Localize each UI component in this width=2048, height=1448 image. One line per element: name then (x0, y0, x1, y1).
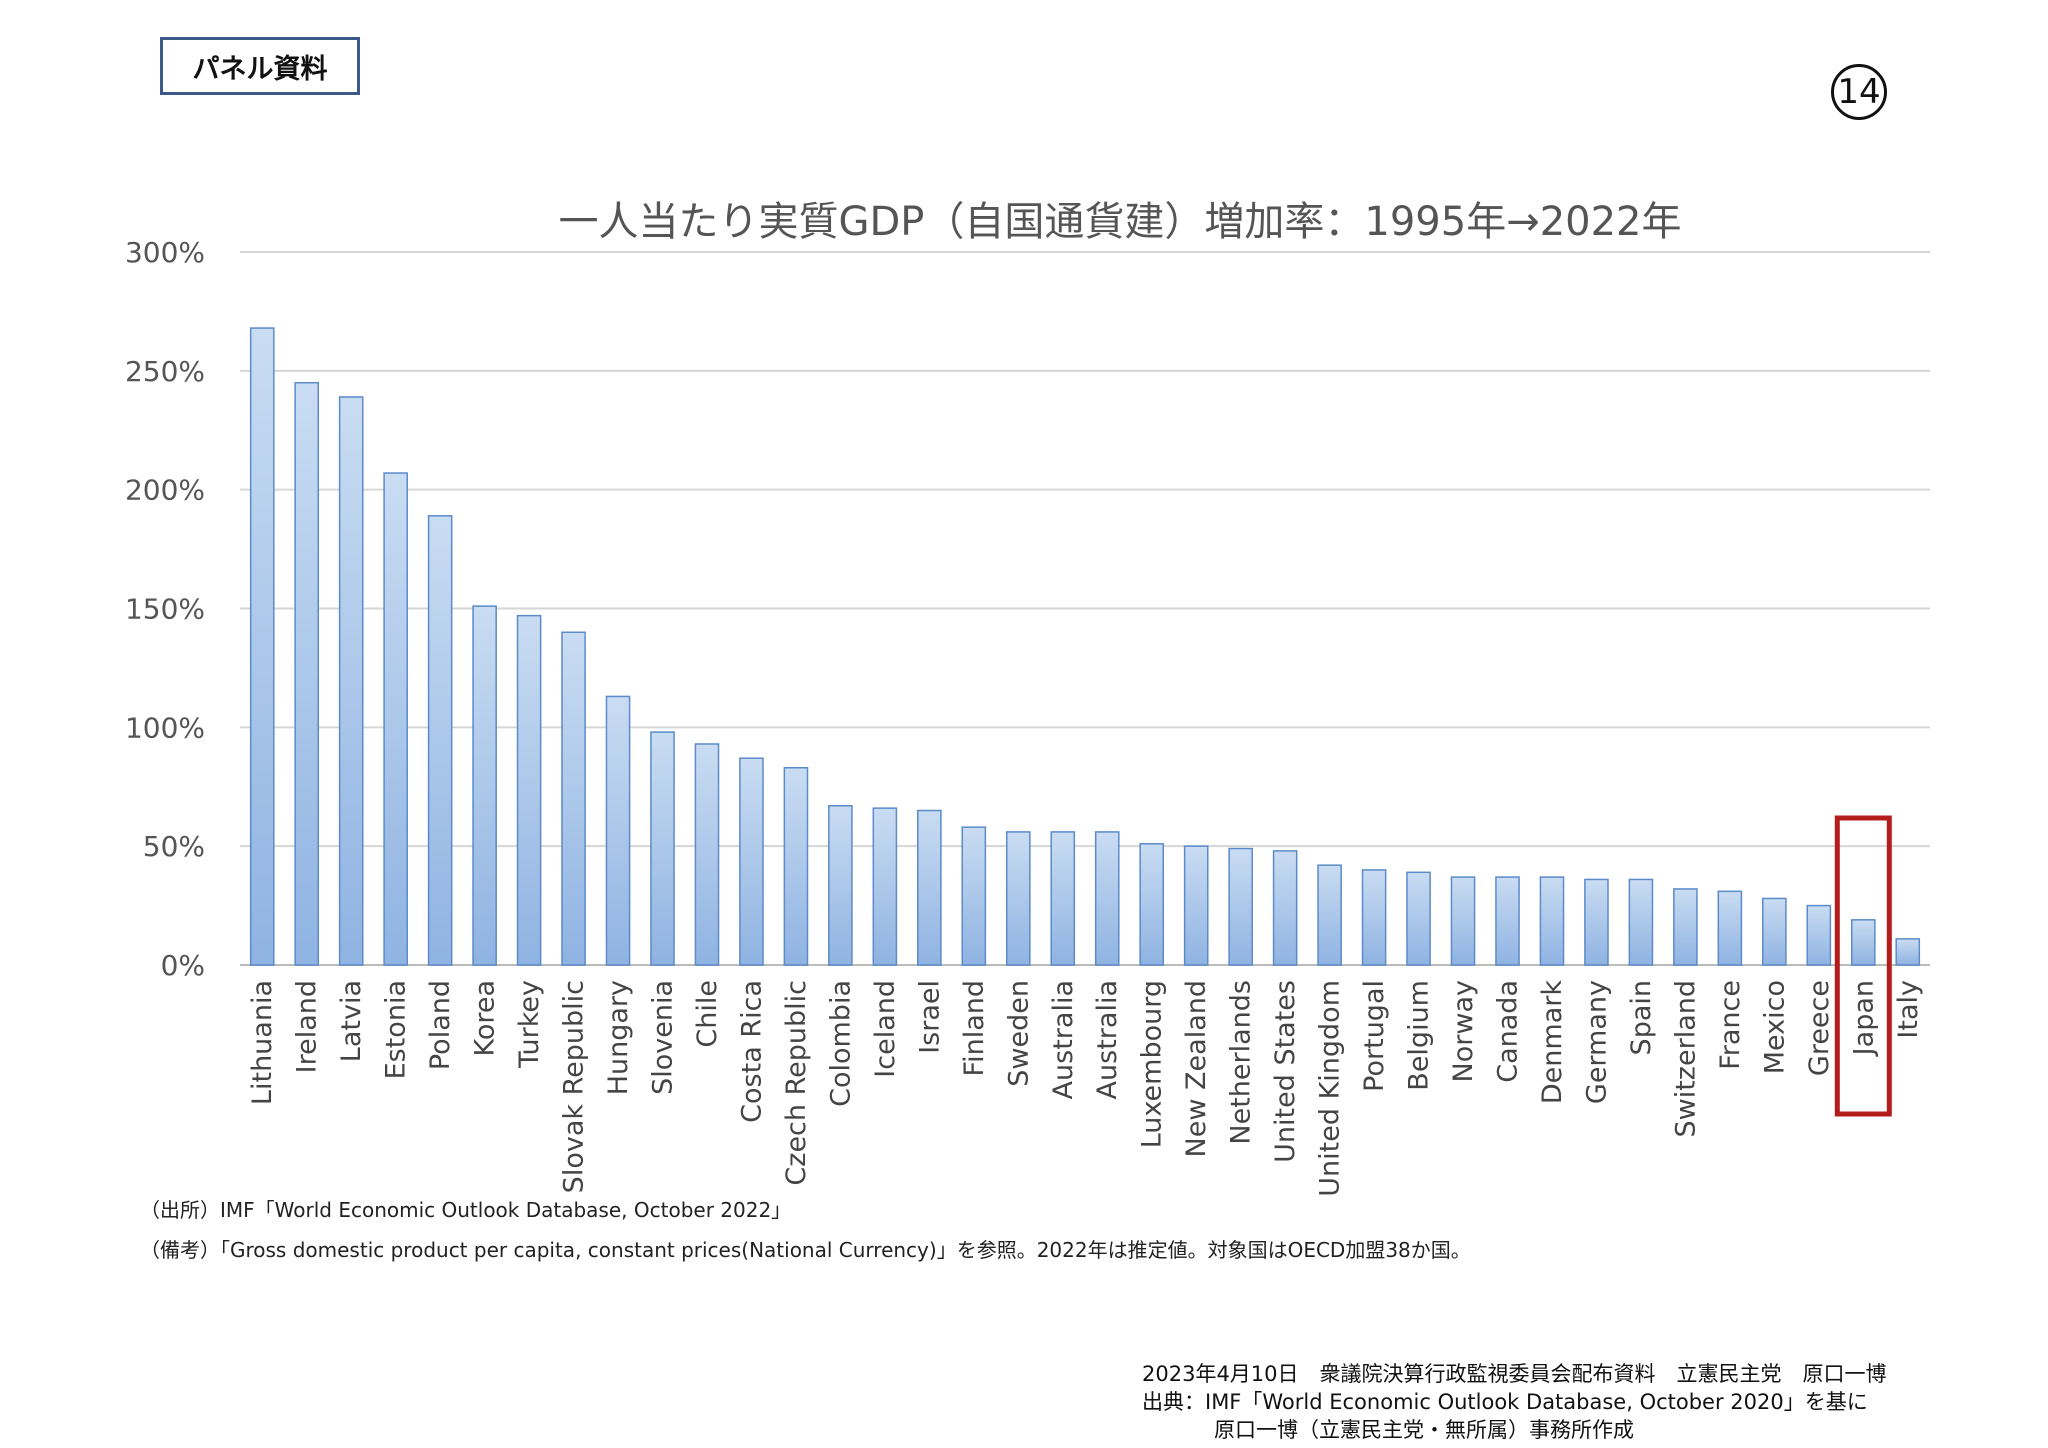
y-tick-label: 0% (161, 949, 205, 982)
bar-hungary (605, 695, 631, 966)
bar-italy (1895, 938, 1921, 966)
highlight-box (1834, 815, 1892, 1117)
bar-new-zealand (1183, 845, 1209, 966)
x-axis: Lithuania Ireland Latvia Estonia Poland Korea… (247, 980, 1924, 1197)
bar-greece (1806, 904, 1832, 966)
x-tick-label: Poland (425, 980, 456, 1070)
bar-switzerland (1673, 888, 1698, 966)
bar-australia (1050, 831, 1076, 966)
y-tick-label: 50% (143, 830, 205, 863)
highlight (1834, 815, 1892, 1117)
x-tick-label: Sweden (1003, 980, 1034, 1087)
x-tick-label: Ireland (292, 980, 323, 1073)
x-tick-label: Israel (914, 980, 945, 1054)
bar-iceland (872, 807, 898, 966)
bar-sweden (1005, 831, 1031, 966)
footer-line-1: 2023年4月10日 衆議院決算行政監視委員会配布資料 立憲民主党 原口一博 (1142, 1362, 1887, 1386)
bar-japan (1850, 919, 1876, 966)
x-tick-label: Denmark (1537, 980, 1568, 1104)
bar-colombia (828, 805, 853, 966)
bar-united-states (1272, 850, 1298, 966)
panel-label: パネル資料 (160, 37, 360, 95)
x-tick-label: Italy (1893, 980, 1924, 1039)
x-tick-label: Australia (1092, 980, 1123, 1099)
x-tick-label: Japan (1848, 980, 1879, 1057)
x-tick-label: Turkey (514, 980, 545, 1069)
x-tick-label: Spain (1626, 980, 1657, 1055)
x-tick-label: Canada (1493, 980, 1524, 1083)
bar-israel (917, 809, 942, 966)
x-tick-label: Chile (692, 980, 723, 1048)
bar-poland (427, 515, 453, 966)
x-tick-label: United Kingdom (1315, 980, 1346, 1197)
bar-france (1717, 890, 1743, 966)
bar-korea (472, 605, 497, 966)
x-tick-label: Iceland (870, 980, 901, 1078)
bar-ireland (294, 381, 320, 966)
remarks-note: （備考）「Gross domestic product per capita, … (140, 1238, 1471, 1262)
bar-norway (1450, 876, 1476, 966)
x-tick-label: Slovak Republic (559, 980, 590, 1193)
bar-united-kingdom (1317, 864, 1342, 966)
x-tick-label: Estonia (381, 980, 412, 1079)
bar-mexico (1762, 897, 1787, 966)
bar-netherlands (1228, 847, 1253, 966)
x-tick-label: Finland (959, 980, 990, 1076)
bar-turkey (516, 614, 542, 966)
x-tick-label: Hungary (603, 980, 634, 1095)
bar-chile (694, 743, 720, 966)
x-tick-label: Luxembourg (1137, 980, 1168, 1148)
bar-spain (1628, 878, 1654, 966)
x-tick-label: Portugal (1359, 980, 1390, 1092)
x-tick-label: Germany (1581, 980, 1612, 1104)
bar-finland (961, 826, 987, 966)
x-tick-label: Switzerland (1670, 980, 1701, 1138)
bar-latvia (338, 396, 364, 966)
y-tick-label: 200% (125, 474, 205, 507)
x-tick-label: Lithuania (247, 980, 278, 1105)
x-tick-label: Colombia (825, 980, 856, 1107)
footer-line-2: 出典：IMF「World Economic Outlook Database, … (1142, 1390, 1868, 1414)
bar-luxembourg (1139, 843, 1165, 966)
y-tick-label: 150% (125, 593, 205, 626)
x-tick-label: Latvia (336, 980, 367, 1062)
footer-line-3: 原口一博（立憲民主党・無所属）事務所作成 (1214, 1418, 1634, 1442)
bar-belgium (1406, 871, 1431, 966)
x-tick-label: Czech Republic (781, 980, 812, 1186)
bar-slovak-republic (561, 631, 586, 966)
bar-portugal (1361, 869, 1387, 966)
bar-denmark (1539, 876, 1565, 966)
x-tick-label: Mexico (1759, 980, 1790, 1074)
y-tick-label: 100% (125, 711, 205, 744)
bar-canada (1495, 876, 1520, 966)
bar-lithuania (249, 327, 275, 966)
x-tick-label: Netherlands (1226, 980, 1257, 1145)
bar-czech-republic (783, 766, 809, 966)
x-tick-label: France (1715, 980, 1746, 1070)
chart-title: 一人当たり実質GDP（自国通貨建）増加率：1995年→2022年 (558, 199, 1681, 245)
x-tick-label: Costa Rica (736, 980, 767, 1123)
x-tick-label: Norway (1448, 980, 1479, 1082)
y-axis: 0% 50% 100% 150% 200% 250% 300% (125, 236, 205, 982)
y-tick-label: 300% (125, 236, 205, 269)
source-note: （出所）IMF「World Economic Outlook Database,… (140, 1198, 792, 1222)
y-tick-label: 250% (125, 355, 205, 388)
x-tick-label: Korea (470, 980, 501, 1057)
x-tick-label: New Zealand (1181, 980, 1212, 1157)
bar-costa-rica (739, 757, 764, 966)
bar-australia (1094, 831, 1120, 966)
page-number-badge: 14 (1831, 64, 1887, 120)
x-tick-label: Australia (1048, 980, 1079, 1099)
bar-slovenia (650, 731, 675, 966)
x-tick-label: Slovenia (648, 980, 679, 1095)
x-tick-label: Greece (1804, 980, 1835, 1076)
bar-estonia (383, 472, 408, 966)
x-tick-label: United States (1270, 980, 1301, 1163)
x-tick-label: Belgium (1404, 980, 1435, 1091)
bar-germany (1584, 878, 1609, 966)
bars (249, 327, 1921, 966)
